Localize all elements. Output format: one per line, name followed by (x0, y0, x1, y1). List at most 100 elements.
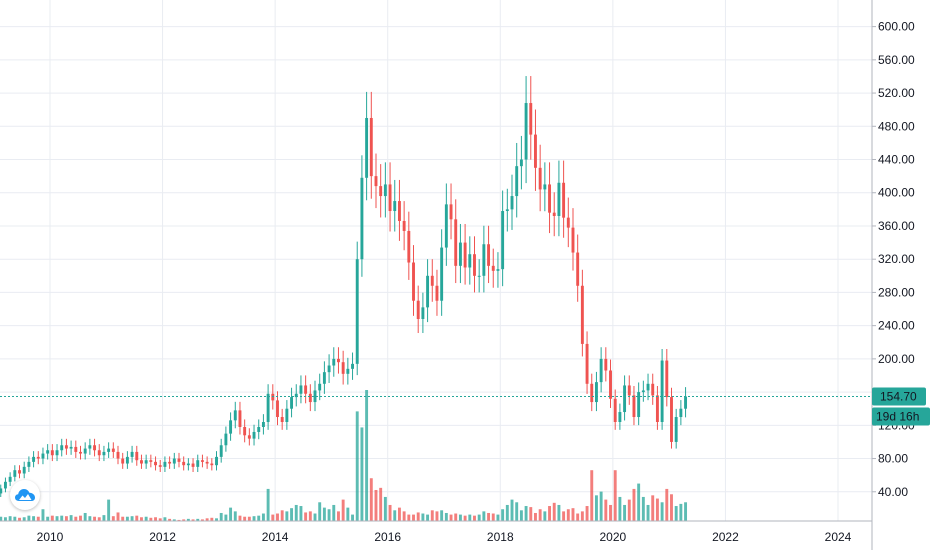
volume-bar (163, 517, 167, 521)
candle-body (332, 358, 336, 366)
volume-bar (337, 511, 340, 521)
candle-body (580, 285, 584, 344)
candle-body (64, 445, 68, 449)
candle-body (655, 395, 659, 422)
candle-body (388, 184, 392, 212)
volume-bar (205, 518, 209, 521)
x-tick-label: 2016 (374, 530, 401, 544)
volume-bar (196, 518, 200, 521)
volume-bar (430, 510, 434, 521)
volume-bar (102, 515, 106, 521)
volume-bar (412, 514, 415, 521)
candle-body (36, 456, 40, 459)
y-tick-label: 80.00 (878, 452, 908, 466)
volume-bar (599, 491, 603, 521)
volume-bar (313, 513, 317, 521)
candle-body (473, 254, 476, 276)
volume-bar (22, 517, 26, 521)
x-tick-label: 2018 (487, 530, 514, 544)
y-axis[interactable]: 40.0080.00120.00160.00200.00240.00280.00… (872, 20, 915, 499)
volume-bar (271, 514, 275, 521)
volume-bar (632, 488, 636, 521)
volume-bar (116, 512, 120, 521)
volume-bar (79, 515, 82, 521)
volume-bar (93, 516, 97, 521)
volume-bar (379, 487, 383, 521)
volume-bar (515, 502, 519, 521)
volume-bar (426, 514, 430, 521)
y-tick-label: 480.00 (878, 119, 915, 133)
candle-body (477, 275, 481, 277)
volume-bar (355, 411, 359, 521)
candle-body (285, 408, 289, 422)
volume-bar (125, 516, 129, 521)
volume-bar (154, 517, 157, 521)
candle-body (83, 448, 87, 454)
candle-body (566, 217, 570, 228)
candle-body (313, 390, 317, 403)
volume-bar (562, 511, 566, 521)
volume-bar (200, 519, 204, 521)
candle-body (46, 450, 50, 454)
candle-body (191, 463, 195, 467)
volume-bar (130, 516, 134, 521)
x-tick-label: 2010 (37, 530, 64, 544)
volume-bar (186, 518, 190, 521)
y-tick-label: 600.00 (878, 20, 915, 34)
candle-body (557, 182, 561, 216)
volume-bar (60, 515, 64, 521)
volume-bar (50, 515, 54, 521)
candle-body (243, 426, 247, 436)
candle-body (116, 451, 120, 459)
candle-body (308, 393, 312, 403)
candle-body (594, 382, 598, 403)
candle-body (487, 244, 491, 266)
volume-bar (468, 514, 472, 521)
x-axis[interactable]: 2010 2012 2014 2016 2018 2020 2022 2024 (37, 530, 852, 544)
candle-body (454, 219, 458, 266)
candle-body (505, 209, 509, 212)
volume-bar (111, 516, 115, 521)
candle-body (501, 211, 505, 270)
candle-body (97, 450, 101, 456)
volume-bar (571, 508, 575, 521)
candle-body (599, 358, 603, 383)
candle-body (604, 358, 608, 371)
candle-body (3, 481, 7, 489)
volume-bar (679, 503, 683, 521)
volume-bar (243, 516, 247, 521)
volume-bar (674, 506, 678, 521)
volume-bar (590, 470, 594, 521)
volume-bar (215, 518, 218, 521)
y-tick-label: 200.00 (878, 352, 915, 366)
volume-bar (182, 519, 186, 521)
candle-body (294, 393, 298, 398)
y-tick-label: 280.00 (878, 285, 915, 299)
volume-bar (332, 504, 336, 521)
candle-body (552, 212, 556, 216)
candle-body (534, 134, 537, 168)
y-tick-label: 320.00 (878, 252, 915, 266)
x-tick-label: 2020 (600, 530, 627, 544)
volume-bar (383, 496, 387, 521)
y-tick-label: 40.00 (878, 485, 908, 499)
volume-bar (13, 516, 17, 521)
candle-body (543, 184, 547, 190)
candle-body (154, 461, 157, 466)
volume-bar (55, 516, 59, 521)
candle-body (200, 460, 204, 462)
candle-body (304, 385, 308, 394)
candle-body (341, 362, 345, 374)
candle-body (261, 422, 265, 427)
candle-body (299, 385, 303, 394)
candle-body (121, 458, 125, 464)
cloud-logo-icon[interactable] (10, 480, 40, 510)
candle-body (360, 177, 364, 260)
candle-body (135, 451, 139, 461)
cloud-icon (15, 489, 35, 501)
candle-body (571, 227, 575, 253)
countdown-label: 19d 16h (876, 409, 919, 423)
volume-bar (318, 502, 322, 521)
volume-bar (322, 507, 326, 521)
